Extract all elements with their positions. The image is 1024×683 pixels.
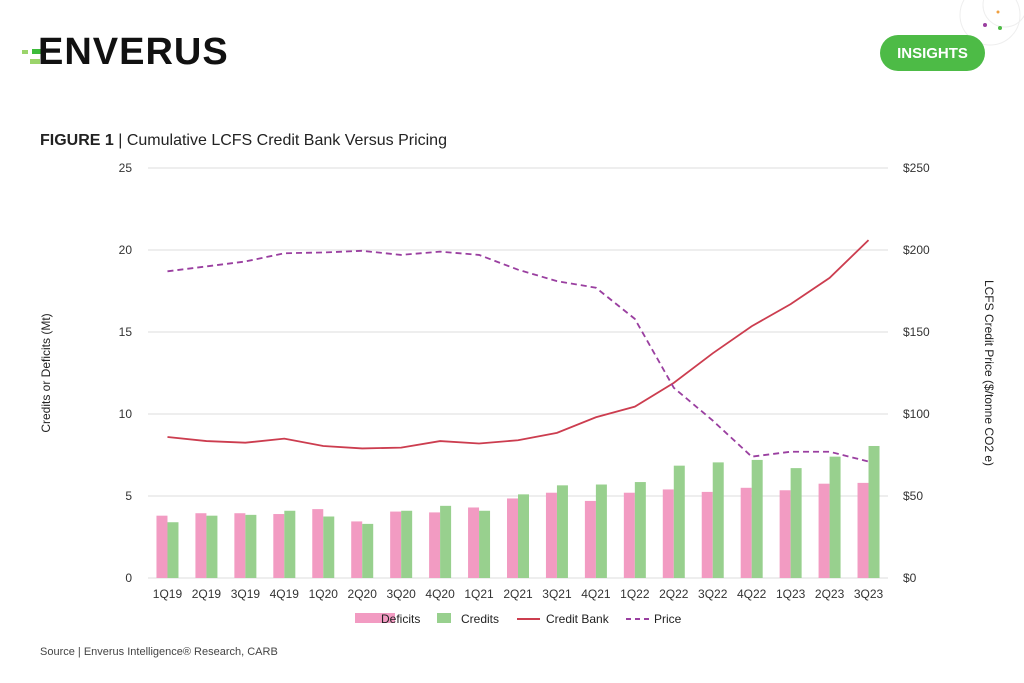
line-price — [167, 249, 869, 463]
bar-credits — [868, 445, 880, 578]
bar-deficits — [662, 489, 674, 578]
legend-label-deficits: Deficits — [381, 612, 420, 626]
bar-credits — [634, 482, 646, 578]
title-text: Cumulative LCFS Credit Bank Versus Prici… — [126, 132, 447, 149]
x-tick-label: 4Q21 — [581, 587, 611, 601]
legend-label-credit-bank: Credit Bank — [546, 612, 610, 626]
x-tick-label: 1Q19 — [153, 587, 183, 601]
x-tick-label: 3Q20 — [386, 587, 416, 601]
y-tick-label: 15 — [119, 325, 133, 339]
logo-text: ENVERUS — [38, 31, 229, 73]
bar-deficits — [234, 513, 246, 578]
bar-deficits — [740, 487, 752, 578]
bar-deficits — [818, 483, 830, 578]
x-tick-label: 2Q20 — [348, 587, 378, 601]
bar-credits — [206, 515, 218, 578]
bar-deficits — [779, 490, 791, 578]
bar-deficits — [390, 511, 402, 578]
y-tick-label: 20 — [119, 243, 133, 257]
bar-deficits — [468, 507, 480, 578]
y-tick-label: 10 — [119, 407, 133, 421]
bar-deficits — [273, 514, 285, 578]
bar-deficits — [156, 515, 168, 578]
y-right-axis-label: LCFS Credit Price ($/tonne CO2 e) — [982, 280, 996, 466]
bar-deficits — [195, 513, 207, 578]
bar-credits — [479, 510, 491, 578]
bar-deficits — [701, 491, 713, 578]
y-right-tick-label: $100 — [903, 407, 930, 421]
bar-deficits — [351, 521, 363, 578]
decorative-circles — [959, 0, 1024, 46]
bar-credits — [829, 456, 841, 578]
source-note: Source | Enverus Intelligence® Research,… — [40, 646, 278, 658]
x-tick-label: 4Q20 — [425, 587, 455, 601]
bar-credits — [673, 465, 685, 578]
bar-deficits — [312, 509, 324, 578]
bar-credits — [440, 505, 452, 578]
bar-credits — [712, 462, 724, 578]
x-tick-label: 2Q21 — [503, 587, 533, 601]
x-tick-label: 1Q22 — [620, 587, 650, 601]
bar-deficits — [545, 492, 557, 578]
bar-deficits — [857, 482, 869, 578]
y-right-tick-label: $250 — [903, 161, 930, 175]
x-tick-label: 3Q22 — [698, 587, 728, 601]
title-separator: | — [113, 132, 127, 149]
legend-label-credits: Credits — [461, 612, 499, 626]
bar-deficits — [429, 512, 441, 578]
x-tick-label: 4Q19 — [270, 587, 300, 601]
y-tick-label: 25 — [119, 161, 133, 175]
y-axis-label: Credits or Deficits (Mt) — [39, 313, 53, 432]
figure-title: FIGURE 1 | Cumulative LCFS Credit Bank V… — [40, 132, 447, 150]
x-tick-label: 1Q20 — [309, 587, 339, 601]
bar-credits — [790, 468, 802, 578]
legend-swatch-credits — [437, 613, 451, 623]
enverus-logo: ENVERUS — [22, 32, 252, 72]
bar-credits — [401, 510, 413, 578]
bar-credits — [751, 459, 763, 578]
bar-credits — [595, 484, 607, 578]
bar-credits — [362, 523, 374, 578]
legend-swatch-deficits — [355, 613, 395, 623]
bar-deficits — [584, 500, 596, 578]
figure-number: FIGURE 1 — [40, 132, 114, 149]
x-tick-label: 1Q23 — [776, 587, 806, 601]
x-tick-label: 3Q19 — [231, 587, 261, 601]
x-tick-label: 3Q21 — [542, 587, 572, 601]
line-credit-bank — [167, 239, 870, 450]
bar-credits — [518, 494, 529, 578]
bar-deficits — [507, 498, 518, 578]
y-right-tick-label: $150 — [903, 325, 930, 339]
y-right-tick-label: $200 — [903, 243, 930, 257]
insights-badge[interactable]: INSIGHTS — [880, 35, 985, 71]
x-tick-label: 3Q23 — [854, 587, 884, 601]
bar-credits — [245, 514, 257, 578]
bar-credits — [284, 510, 296, 578]
x-tick-label: 2Q23 — [815, 587, 845, 601]
logo-mark-icon — [22, 49, 42, 64]
y-tick-label: 5 — [125, 489, 132, 503]
bar-credits — [323, 516, 335, 578]
x-tick-label: 4Q22 — [737, 587, 767, 601]
bar-credits — [167, 522, 179, 578]
y-right-tick-label: $50 — [903, 489, 923, 503]
y-right-tick-label: $0 — [903, 571, 917, 585]
x-tick-label: 2Q22 — [659, 587, 689, 601]
legend-label-price: Price — [654, 612, 682, 626]
x-tick-label: 2Q19 — [192, 587, 222, 601]
bar-deficits — [623, 492, 635, 578]
bar-credits — [556, 485, 568, 578]
x-tick-label: 1Q21 — [464, 587, 494, 601]
y-tick-label: 0 — [125, 571, 132, 585]
